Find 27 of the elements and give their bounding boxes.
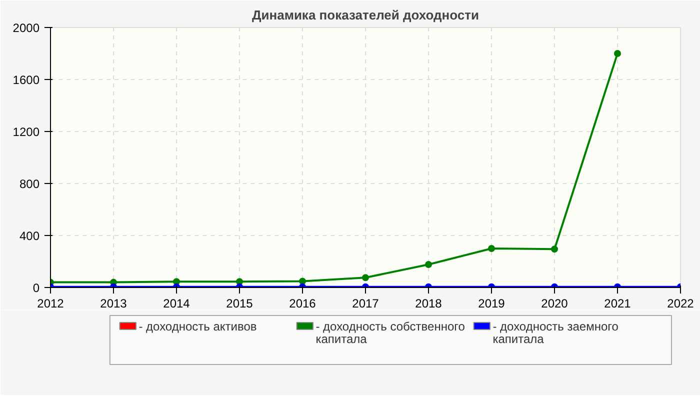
x-tick-label: 2019	[478, 296, 506, 310]
x-tick-label: 2021	[604, 296, 632, 310]
y-tick-label: 800	[19, 177, 40, 191]
x-tick-label: 2018	[415, 296, 442, 310]
legend-label: - доходность активов	[138, 320, 257, 334]
point	[614, 50, 621, 57]
x-tick-label: 2016	[289, 296, 316, 310]
legend-label: - доходность собственного капитала	[316, 320, 466, 346]
y-tick-label: 400	[19, 229, 40, 243]
point	[362, 274, 369, 282]
point	[425, 260, 432, 268]
legend-label: - доходность заемного капитала	[492, 320, 619, 346]
y-tick-label: 0	[32, 281, 40, 295]
x-tick-label: 2022	[667, 296, 694, 310]
x-tick-label: 2014	[163, 296, 190, 310]
point	[488, 245, 495, 252]
point	[551, 246, 558, 253]
y-tick-label: 1200	[12, 125, 40, 139]
chart-title: Динамика показателей доходности	[252, 8, 480, 22]
x-tick-label: 2013	[100, 296, 128, 310]
x-tick-label: 2017	[352, 296, 380, 310]
x-tick-label: 2012	[37, 296, 64, 310]
x-tick-label: 2020	[541, 296, 568, 310]
y-tick-label: 2000	[12, 21, 40, 35]
x-tick-label: 2015	[226, 296, 254, 310]
y-tick-label: 1600	[12, 73, 40, 87]
point	[299, 278, 306, 285]
